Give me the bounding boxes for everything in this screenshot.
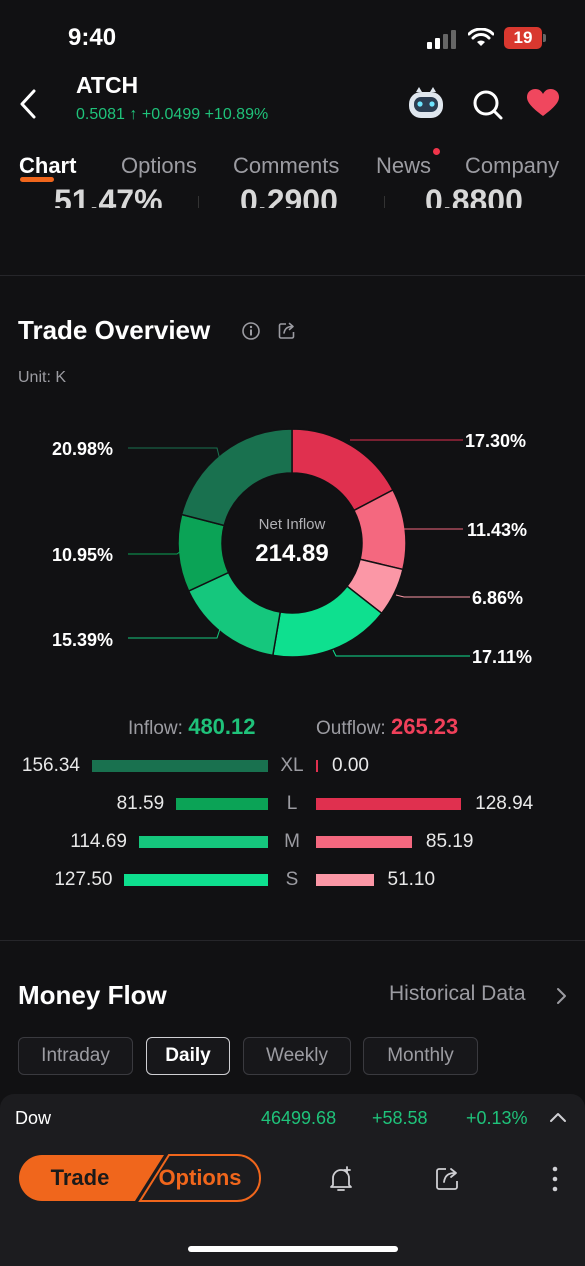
leader-line-xl-in bbox=[128, 447, 221, 461]
trade-overview-title: Trade Overview bbox=[18, 315, 211, 345]
unit-label: Unit: K bbox=[18, 369, 67, 386]
pct-label-s-out: 6.86% bbox=[472, 588, 524, 608]
outflow-bar-m bbox=[316, 836, 412, 848]
period-intraday[interactable]: Intraday bbox=[18, 1037, 133, 1075]
historical-data-link[interactable]: Historical Data bbox=[389, 982, 526, 1006]
tab-comments[interactable]: Comments bbox=[233, 153, 340, 178]
size-label-m: M bbox=[284, 831, 300, 852]
section-divider bbox=[0, 275, 585, 276]
last-price: 0.5081 bbox=[76, 106, 125, 123]
outflow-value-s: 51.10 bbox=[387, 869, 436, 890]
outflow-value-l: 128.94 bbox=[475, 793, 534, 814]
search-icon[interactable] bbox=[472, 89, 504, 121]
section-divider bbox=[0, 940, 585, 941]
pct-label-l-out: 17.30% bbox=[465, 431, 527, 451]
robot-assistant-icon[interactable] bbox=[406, 86, 446, 122]
index-value: 46499.68 bbox=[261, 1108, 337, 1128]
inflow-value-l: 81.59 bbox=[116, 793, 165, 814]
trade-options-toggle[interactable] bbox=[17, 1153, 265, 1203]
favorite-heart-icon[interactable] bbox=[526, 88, 560, 118]
active-tab-indicator bbox=[20, 177, 54, 182]
tab-options[interactable]: Options bbox=[121, 153, 197, 178]
inflow-total: 480.12 bbox=[188, 714, 256, 739]
price-change: +0.0499 bbox=[141, 106, 201, 123]
size-label-s: S bbox=[285, 869, 299, 890]
stat-divider bbox=[384, 196, 385, 208]
index-ticker-bar[interactable] bbox=[0, 1094, 585, 1142]
inflow-label: Inflow: bbox=[128, 718, 183, 739]
outflow-bar-xl bbox=[316, 760, 318, 772]
pct-label-m-out: 11.43% bbox=[467, 520, 528, 540]
signal-icon bbox=[427, 30, 456, 49]
quote-line: 0.5081 ↑ +0.0499 +10.89% bbox=[76, 106, 268, 124]
news-notification-dot bbox=[433, 148, 440, 155]
up-arrow-icon: ↑ bbox=[129, 106, 138, 123]
outflow-label: Outflow: bbox=[316, 718, 386, 739]
net-inflow-value: 214.89 bbox=[255, 540, 329, 567]
period-daily[interactable]: Daily bbox=[146, 1037, 230, 1075]
tab-company[interactable]: Company bbox=[465, 153, 560, 178]
share-icon[interactable] bbox=[434, 1165, 462, 1193]
outflow-value-m: 85.19 bbox=[425, 831, 474, 852]
battery-cap bbox=[543, 34, 546, 42]
home-indicator bbox=[188, 1246, 398, 1252]
price-change-pct: +10.89% bbox=[204, 106, 269, 123]
stat-divider bbox=[198, 196, 199, 208]
pct-label-m-in: 15.39% bbox=[52, 630, 114, 650]
inflow-bar-l bbox=[176, 798, 268, 810]
period-monthly[interactable]: Monthly bbox=[363, 1037, 478, 1075]
net-inflow-label: Net Inflow bbox=[258, 516, 326, 533]
inflow-bar-m bbox=[138, 836, 268, 848]
pct-label-l-in: 10.95% bbox=[52, 545, 114, 565]
stat-value-1: 51.47% bbox=[54, 183, 163, 208]
price-alert-bell-icon[interactable] bbox=[327, 1165, 355, 1193]
stat-value-2: 0.2900 bbox=[240, 183, 338, 208]
more-options-icon[interactable] bbox=[550, 1165, 560, 1193]
tab-chart[interactable]: Chart bbox=[19, 153, 77, 178]
outflow-value-xl: 0.00 bbox=[332, 755, 369, 776]
back-icon[interactable] bbox=[18, 88, 38, 120]
inflow-bar-s bbox=[124, 874, 268, 886]
outflow-bar-s bbox=[316, 874, 374, 886]
period-weekly[interactable]: Weekly bbox=[243, 1037, 351, 1075]
share-icon[interactable] bbox=[277, 321, 297, 341]
ticker-symbol: ATCH bbox=[76, 72, 139, 98]
outflow-summary: Outflow: 265.23 bbox=[316, 714, 458, 740]
outflow-bar-l bbox=[316, 798, 462, 810]
index-change-pct: +0.13% bbox=[466, 1108, 528, 1128]
historical-data-label: Historical Data bbox=[389, 982, 526, 1005]
inflow-bar-xl bbox=[92, 760, 268, 772]
leader-line-s-out bbox=[395, 594, 470, 598]
money-flow-title: Money Flow bbox=[18, 980, 167, 1010]
status-time: 9:40 bbox=[68, 24, 117, 51]
pct-label-xl-in: 20.98% bbox=[52, 439, 114, 459]
leader-line-m-in bbox=[128, 628, 221, 639]
inflow-value-s: 127.50 bbox=[54, 869, 113, 890]
donut-slice-xl-in bbox=[180, 428, 293, 527]
size-label-l: L bbox=[286, 793, 298, 814]
trade-distribution-donut bbox=[128, 428, 470, 658]
outflow-total: 265.23 bbox=[390, 714, 459, 739]
chevron-right-icon[interactable] bbox=[555, 987, 567, 1005]
tab-news[interactable]: News bbox=[376, 153, 432, 178]
inflow-summary: Inflow: 480.12 bbox=[128, 714, 256, 740]
pct-label-s-in: 17.11% bbox=[472, 647, 533, 667]
leader-line-l-in bbox=[128, 550, 182, 555]
options-button[interactable]: Options bbox=[158, 1165, 242, 1190]
inflow-value-xl: 156.34 bbox=[21, 755, 80, 776]
info-icon[interactable] bbox=[241, 321, 261, 341]
index-change: +58.58 bbox=[372, 1108, 428, 1128]
trade-button[interactable]: Trade bbox=[50, 1165, 110, 1190]
battery-indicator: 19 bbox=[504, 27, 542, 49]
stat-value-3: 0.8800 bbox=[425, 183, 523, 208]
size-label-xl: XL bbox=[280, 755, 304, 776]
leader-line-s-in bbox=[332, 649, 470, 657]
inflow-value-m: 114.69 bbox=[70, 831, 127, 852]
index-name: Dow bbox=[15, 1108, 52, 1128]
chevron-up-icon[interactable] bbox=[549, 1111, 567, 1123]
wifi-icon bbox=[468, 28, 494, 46]
